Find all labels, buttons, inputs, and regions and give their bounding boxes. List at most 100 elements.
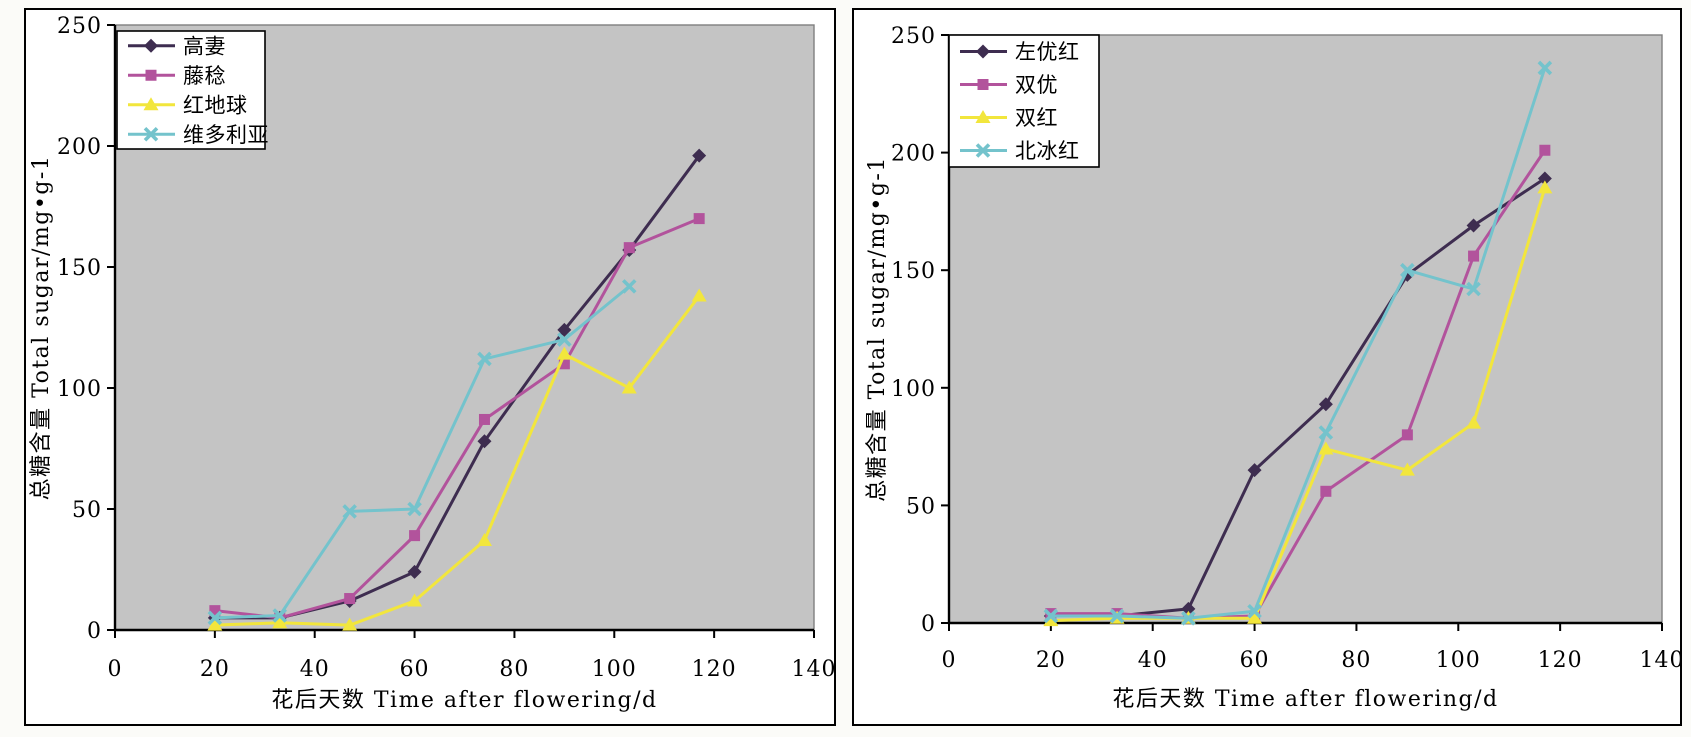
series-2 [207, 288, 707, 631]
series-marker [1468, 250, 1480, 262]
y-axis-tick-label: 250 [891, 24, 936, 49]
series-marker [407, 501, 422, 517]
series-marker [207, 610, 223, 626]
series-marker [1400, 262, 1415, 278]
series-marker [1401, 429, 1413, 441]
series-marker [477, 351, 492, 367]
x-axis-tick-label: 100 [592, 657, 637, 682]
legend-entry-0: 高妻 [128, 34, 226, 58]
series-marker [476, 532, 492, 546]
legend-entry-2: 红地球 [128, 93, 247, 117]
legend-label: 左优红 [1015, 40, 1080, 64]
y-axis-tick-label: 150 [57, 256, 102, 281]
chart-panel-right: 0 50 100 150 200 250 0 20 40 60 80 100 120 140 左优红 双优 双红… [852, 8, 1682, 726]
series-marker [1537, 180, 1553, 194]
chart-svg-left: 0 50 100 150 200 250 0 20 40 60 80 100 120 140 高妻藤稔红地球… [29, 14, 834, 713]
series-marker [1247, 463, 1262, 478]
series-marker [342, 617, 358, 631]
series-marker [1466, 218, 1481, 233]
series-line [1050, 67, 1547, 620]
series-marker [1318, 425, 1334, 440]
series-marker [1320, 485, 1332, 497]
legend-box [116, 30, 266, 150]
legend-label: 北冰红 [1015, 139, 1080, 163]
y-axis-tick-label: 100 [891, 377, 936, 402]
x-axis-tick-label: 40 [1138, 648, 1168, 673]
y-axis-tick-label: 200 [57, 135, 102, 160]
x-axis-tick-label: 0 [108, 657, 123, 682]
series-marker [1318, 441, 1334, 455]
legend-entry-3: 维多利亚 [128, 123, 269, 147]
series-marker [1043, 613, 1059, 627]
legend-marker-x [975, 143, 991, 158]
series-line [214, 295, 701, 627]
x-axis-tick-label: 60 [1240, 648, 1270, 673]
x-axis-tick-label: 40 [300, 657, 330, 682]
x-axis-tick-label: 20 [200, 657, 230, 682]
x-axis-tick-label: 20 [1036, 648, 1066, 673]
y-axis-title: 总糖含量 Total sugar/mg•g-1 [29, 155, 54, 501]
series-marker [1466, 281, 1481, 297]
series-marker [207, 617, 223, 631]
legend-entry-2: 双红 [960, 106, 1058, 130]
series-marker [691, 288, 707, 302]
legend-marker-x [143, 126, 159, 142]
x-axis-tick-label: 80 [1341, 648, 1371, 673]
y-axis-tick-label: 0 [87, 619, 102, 644]
series-3 [1043, 60, 1553, 626]
x-axis-tick-label: 100 [1436, 648, 1481, 673]
y-axis-tick-label: 250 [57, 14, 102, 39]
x-axis-tick-label: 0 [942, 648, 957, 673]
legend-label: 维多利亚 [183, 123, 269, 147]
series-marker [209, 605, 221, 617]
series-marker [1537, 171, 1552, 186]
chart-svg-right: 0 50 100 150 200 250 0 20 40 60 80 100 120 140 左优红双优双红… [865, 24, 1681, 712]
series-marker [623, 242, 635, 254]
legend-entry-1: 藤稔 [128, 64, 226, 88]
legend-label: 双优 [1015, 73, 1058, 97]
series-marker [272, 608, 288, 623]
x-axis-tick-label: 140 [1640, 648, 1681, 673]
series-marker [409, 530, 421, 542]
series-marker [1318, 397, 1333, 412]
series-marker [478, 413, 490, 425]
legend-label: 双红 [1015, 106, 1058, 130]
series-marker [693, 213, 705, 225]
series-marker [1181, 611, 1196, 626]
series-marker [557, 322, 572, 337]
series-marker [621, 279, 637, 294]
legend-marker-square [977, 79, 989, 90]
series-marker [1539, 144, 1551, 156]
series-marker [556, 346, 572, 360]
series-marker [1466, 415, 1482, 429]
series-line [1050, 187, 1547, 623]
series-marker [407, 593, 423, 607]
chart-panel-left: 0 50 100 150 200 250 0 20 40 60 80 100 120 140 高妻 藤稔 红地球… [24, 8, 836, 726]
legend-entry-0: 左优红 [960, 40, 1080, 64]
series-marker [1109, 608, 1125, 624]
y-axis-tick-label: 100 [57, 377, 102, 402]
legend-marker-triangle [143, 97, 159, 111]
series-marker [272, 615, 288, 629]
axis-lines [947, 35, 1662, 625]
series-marker [1043, 608, 1059, 624]
series-marker [407, 564, 422, 579]
y-axis-tick-label: 50 [906, 494, 936, 519]
x-axis-tick-label: 120 [692, 657, 737, 682]
legend-entry-1: 双优 [960, 73, 1058, 97]
x-axis-tick-label: 120 [1538, 648, 1583, 673]
legend-label: 藤稔 [183, 64, 226, 88]
legend-marker-square [145, 69, 157, 81]
x-axis-title: 花后天数 Time after flowering/d [1112, 687, 1498, 712]
series-marker [557, 332, 572, 347]
series-marker [1399, 462, 1415, 476]
series-marker [1537, 60, 1553, 76]
y-axis-tick-label: 50 [72, 498, 102, 523]
legend-marker-diamond [976, 44, 990, 59]
series-marker [342, 504, 357, 519]
series-line [214, 217, 700, 620]
x-axis-tick-label: 60 [400, 657, 430, 682]
